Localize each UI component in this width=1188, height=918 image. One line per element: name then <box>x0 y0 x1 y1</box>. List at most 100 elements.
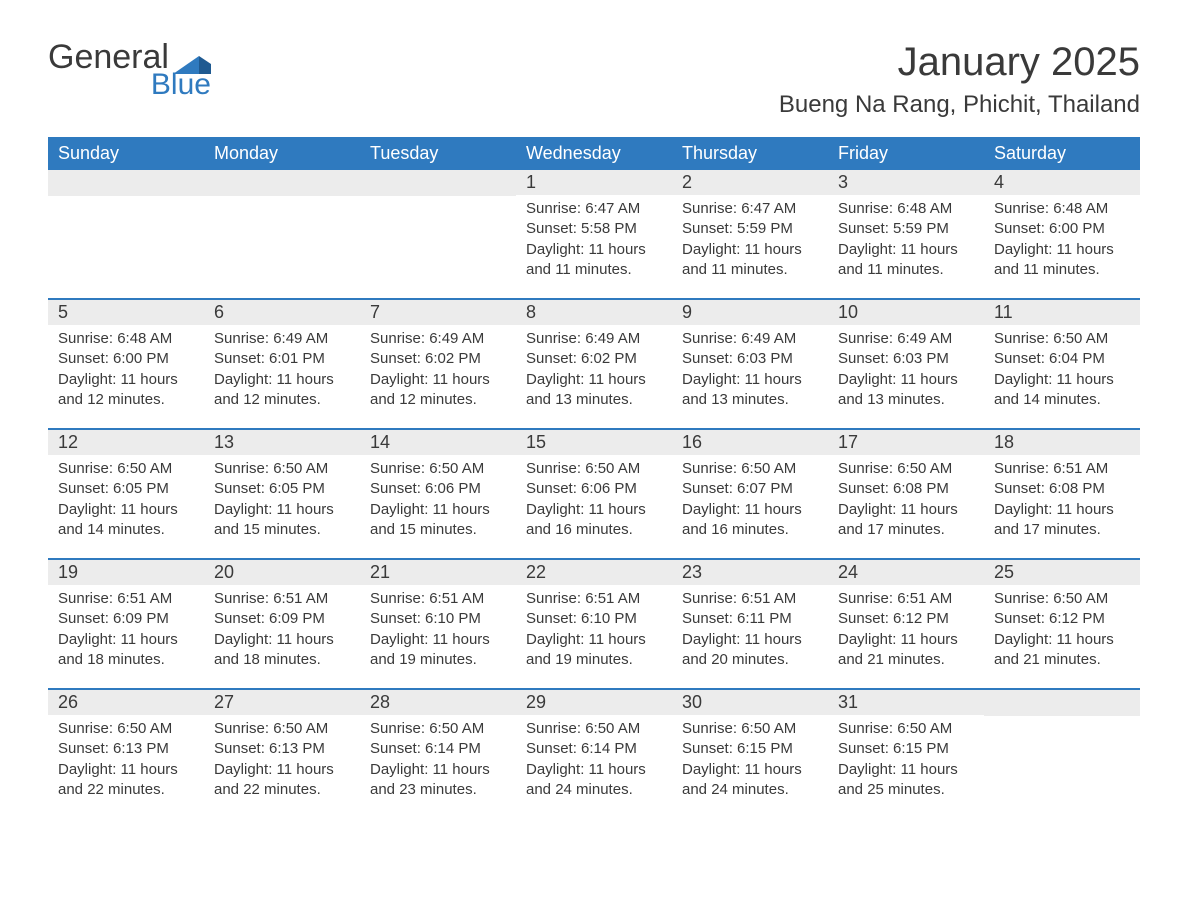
daylight-text: Daylight: 11 hours and 13 minutes. <box>526 370 662 411</box>
dayhead-sunday: Sunday <box>48 137 204 170</box>
daylight-text: Daylight: 11 hours and 20 minutes. <box>682 630 818 671</box>
calendar-cell: 21Sunrise: 6:51 AMSunset: 6:10 PMDayligh… <box>360 560 516 688</box>
cell-body: Sunrise: 6:49 AMSunset: 6:01 PMDaylight:… <box>204 325 360 420</box>
day-number: 30 <box>672 690 828 715</box>
calendar: Sunday Monday Tuesday Wednesday Thursday… <box>48 137 1140 818</box>
calendar-cell: 24Sunrise: 6:51 AMSunset: 6:12 PMDayligh… <box>828 560 984 688</box>
day-number: 5 <box>48 300 204 325</box>
day-number: 6 <box>204 300 360 325</box>
cell-body: Sunrise: 6:49 AMSunset: 6:03 PMDaylight:… <box>828 325 984 420</box>
cell-body: Sunrise: 6:47 AMSunset: 5:58 PMDaylight:… <box>516 195 672 290</box>
day-number: 26 <box>48 690 204 715</box>
calendar-cell: 17Sunrise: 6:50 AMSunset: 6:08 PMDayligh… <box>828 430 984 558</box>
calendar-cell: 12Sunrise: 6:50 AMSunset: 6:05 PMDayligh… <box>48 430 204 558</box>
calendar-cell: 29Sunrise: 6:50 AMSunset: 6:14 PMDayligh… <box>516 690 672 818</box>
daylight-text: Daylight: 11 hours and 19 minutes. <box>370 630 506 671</box>
sunrise-text: Sunrise: 6:50 AM <box>58 459 194 479</box>
calendar-cell: 2Sunrise: 6:47 AMSunset: 5:59 PMDaylight… <box>672 170 828 298</box>
calendar-cell: 15Sunrise: 6:50 AMSunset: 6:06 PMDayligh… <box>516 430 672 558</box>
day-number: 28 <box>360 690 516 715</box>
sunset-text: Sunset: 6:04 PM <box>994 349 1130 369</box>
cell-body: Sunrise: 6:48 AMSunset: 5:59 PMDaylight:… <box>828 195 984 290</box>
sunset-text: Sunset: 6:03 PM <box>838 349 974 369</box>
sunrise-text: Sunrise: 6:50 AM <box>370 719 506 739</box>
sunrise-text: Sunrise: 6:50 AM <box>526 719 662 739</box>
day-number: 4 <box>984 170 1140 195</box>
day-number: 10 <box>828 300 984 325</box>
day-number: 3 <box>828 170 984 195</box>
cell-body: Sunrise: 6:48 AMSunset: 6:00 PMDaylight:… <box>984 195 1140 290</box>
day-number: 9 <box>672 300 828 325</box>
sunrise-text: Sunrise: 6:50 AM <box>838 719 974 739</box>
cell-body: Sunrise: 6:49 AMSunset: 6:02 PMDaylight:… <box>360 325 516 420</box>
sunset-text: Sunset: 6:09 PM <box>214 609 350 629</box>
cell-body: Sunrise: 6:50 AMSunset: 6:04 PMDaylight:… <box>984 325 1140 420</box>
daylight-text: Daylight: 11 hours and 11 minutes. <box>994 240 1130 281</box>
calendar-cell: 6Sunrise: 6:49 AMSunset: 6:01 PMDaylight… <box>204 300 360 428</box>
sunset-text: Sunset: 6:15 PM <box>682 739 818 759</box>
daylight-text: Daylight: 11 hours and 24 minutes. <box>526 760 662 801</box>
cell-body: Sunrise: 6:47 AMSunset: 5:59 PMDaylight:… <box>672 195 828 290</box>
calendar-cell <box>360 170 516 298</box>
sunrise-text: Sunrise: 6:49 AM <box>682 329 818 349</box>
calendar-cell: 25Sunrise: 6:50 AMSunset: 6:12 PMDayligh… <box>984 560 1140 688</box>
day-number: 7 <box>360 300 516 325</box>
sunrise-text: Sunrise: 6:50 AM <box>838 459 974 479</box>
sunset-text: Sunset: 6:07 PM <box>682 479 818 499</box>
sunset-text: Sunset: 6:06 PM <box>370 479 506 499</box>
daylight-text: Daylight: 11 hours and 11 minutes. <box>682 240 818 281</box>
day-number: 23 <box>672 560 828 585</box>
calendar-cell: 31Sunrise: 6:50 AMSunset: 6:15 PMDayligh… <box>828 690 984 818</box>
day-number: 25 <box>984 560 1140 585</box>
daylight-text: Daylight: 11 hours and 24 minutes. <box>682 760 818 801</box>
week-row: 5Sunrise: 6:48 AMSunset: 6:00 PMDaylight… <box>48 298 1140 428</box>
sunset-text: Sunset: 6:06 PM <box>526 479 662 499</box>
sunset-text: Sunset: 6:00 PM <box>994 219 1130 239</box>
cell-body: Sunrise: 6:51 AMSunset: 6:12 PMDaylight:… <box>828 585 984 680</box>
cell-body: Sunrise: 6:49 AMSunset: 6:02 PMDaylight:… <box>516 325 672 420</box>
sunrise-text: Sunrise: 6:51 AM <box>994 459 1130 479</box>
week-row: 1Sunrise: 6:47 AMSunset: 5:58 PMDaylight… <box>48 170 1140 298</box>
sunrise-text: Sunrise: 6:51 AM <box>838 589 974 609</box>
calendar-cell: 5Sunrise: 6:48 AMSunset: 6:00 PMDaylight… <box>48 300 204 428</box>
cell-body: Sunrise: 6:50 AMSunset: 6:15 PMDaylight:… <box>828 715 984 810</box>
daylight-text: Daylight: 11 hours and 12 minutes. <box>58 370 194 411</box>
calendar-cell: 20Sunrise: 6:51 AMSunset: 6:09 PMDayligh… <box>204 560 360 688</box>
daylight-text: Daylight: 11 hours and 19 minutes. <box>526 630 662 671</box>
daylight-text: Daylight: 11 hours and 11 minutes. <box>838 240 974 281</box>
daylight-text: Daylight: 11 hours and 17 minutes. <box>994 500 1130 541</box>
day-number: 31 <box>828 690 984 715</box>
day-number: 12 <box>48 430 204 455</box>
sunrise-text: Sunrise: 6:50 AM <box>214 719 350 739</box>
calendar-cell: 22Sunrise: 6:51 AMSunset: 6:10 PMDayligh… <box>516 560 672 688</box>
daylight-text: Daylight: 11 hours and 12 minutes. <box>370 370 506 411</box>
sunrise-text: Sunrise: 6:49 AM <box>370 329 506 349</box>
cell-body: Sunrise: 6:50 AMSunset: 6:08 PMDaylight:… <box>828 455 984 550</box>
cell-body: Sunrise: 6:51 AMSunset: 6:08 PMDaylight:… <box>984 455 1140 550</box>
sunrise-text: Sunrise: 6:49 AM <box>214 329 350 349</box>
sunrise-text: Sunrise: 6:50 AM <box>682 719 818 739</box>
calendar-cell: 1Sunrise: 6:47 AMSunset: 5:58 PMDaylight… <box>516 170 672 298</box>
dayhead-monday: Monday <box>204 137 360 170</box>
dayhead-thursday: Thursday <box>672 137 828 170</box>
cell-body: Sunrise: 6:50 AMSunset: 6:13 PMDaylight:… <box>204 715 360 810</box>
dayhead-friday: Friday <box>828 137 984 170</box>
calendar-cell: 27Sunrise: 6:50 AMSunset: 6:13 PMDayligh… <box>204 690 360 818</box>
cell-body: Sunrise: 6:51 AMSunset: 6:10 PMDaylight:… <box>360 585 516 680</box>
dayhead-row: Sunday Monday Tuesday Wednesday Thursday… <box>48 137 1140 170</box>
sunset-text: Sunset: 6:08 PM <box>838 479 974 499</box>
logo-blue-text: Blue <box>138 70 211 100</box>
dayhead-wednesday: Wednesday <box>516 137 672 170</box>
sunset-text: Sunset: 6:05 PM <box>58 479 194 499</box>
sunset-text: Sunset: 6:08 PM <box>994 479 1130 499</box>
week-row: 12Sunrise: 6:50 AMSunset: 6:05 PMDayligh… <box>48 428 1140 558</box>
cell-body: Sunrise: 6:50 AMSunset: 6:05 PMDaylight:… <box>204 455 360 550</box>
sunset-text: Sunset: 6:13 PM <box>58 739 194 759</box>
sunset-text: Sunset: 6:09 PM <box>58 609 194 629</box>
day-number: 27 <box>204 690 360 715</box>
title-block: January 2025 Bueng Na Rang, Phichit, Tha… <box>779 40 1140 119</box>
day-number: 17 <box>828 430 984 455</box>
daylight-text: Daylight: 11 hours and 17 minutes. <box>838 500 974 541</box>
calendar-cell: 8Sunrise: 6:49 AMSunset: 6:02 PMDaylight… <box>516 300 672 428</box>
cell-body: Sunrise: 6:51 AMSunset: 6:11 PMDaylight:… <box>672 585 828 680</box>
